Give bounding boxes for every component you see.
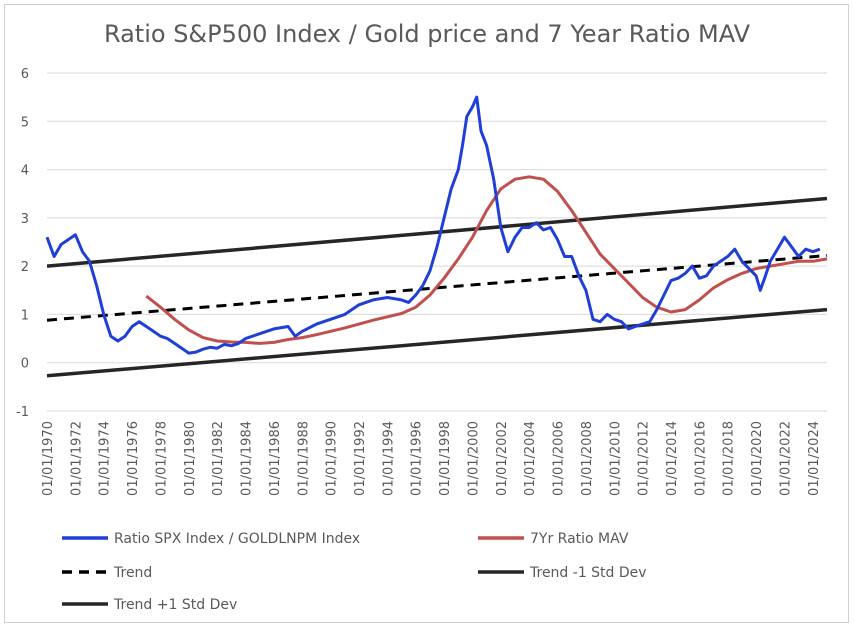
x-tick-label: 01/01/1992	[353, 421, 368, 496]
x-tick-label: 01/01/1994	[381, 421, 396, 496]
x-tick-label: 01/01/2014	[665, 421, 680, 496]
x-tick-label: 01/01/2020	[750, 421, 765, 496]
x-tick-label: 01/01/2006	[552, 421, 567, 496]
series-line-3	[46, 307, 828, 378]
x-tick-label: 01/01/1990	[325, 421, 340, 496]
x-tick-label: 01/01/1972	[69, 421, 84, 496]
x-tick-label: 01/01/1998	[438, 421, 453, 496]
x-tick-label: 01/01/1996	[410, 421, 425, 496]
y-tick-label: 2	[21, 260, 29, 275]
x-tick-label: 01/01/2000	[466, 421, 481, 496]
y-tick-label: 0	[21, 357, 29, 372]
legend-label: Ratio SPX Index / GOLDLNPM Index	[114, 531, 360, 547]
y-tick-label: 1	[21, 308, 29, 323]
legend-label: Trend +1 Std Dev	[113, 597, 237, 613]
y-tick-label: 3	[21, 212, 29, 227]
y-tick-label: 5	[21, 115, 29, 130]
series-line-1	[145, 175, 828, 345]
x-tick-label: 01/01/2022	[778, 421, 793, 496]
chart-frame	[4, 4, 849, 623]
y-tick-label: 4	[21, 164, 29, 179]
x-tick-label: 01/01/2012	[637, 421, 652, 496]
x-tick-label: 01/01/1974	[98, 421, 113, 496]
x-tick-label: 01/01/2016	[693, 421, 708, 496]
y-tick-label: 6	[21, 67, 29, 82]
x-tick-label: 01/01/1970	[41, 421, 56, 496]
legend-label: Trend	[113, 565, 152, 581]
legend-label: 7Yr Ratio MAV	[530, 531, 629, 547]
chart-title: Ratio S&P500 Index / Gold price and 7 Ye…	[103, 20, 751, 48]
x-tick-label: 01/01/1976	[126, 421, 141, 496]
x-tick-label: 01/01/1978	[154, 421, 169, 496]
series-line-0	[45, 95, 821, 355]
x-tick-label: 01/01/1988	[296, 421, 311, 496]
x-tick-label: 01/01/1982	[211, 421, 226, 496]
x-tick-label: 01/01/1984	[240, 421, 255, 496]
x-tick-label: 01/01/2010	[608, 421, 623, 496]
legend-label: Trend -1 Std Dev	[529, 565, 647, 581]
x-tick-label: 01/01/1980	[183, 421, 198, 496]
series-line-4	[46, 196, 828, 268]
x-tick-label: 01/01/1986	[268, 421, 283, 496]
x-tick-label: 01/01/2004	[523, 421, 538, 496]
x-tick-label: 01/01/2002	[495, 421, 510, 496]
x-tick-label: 01/01/2008	[580, 421, 595, 496]
x-tick-label: 01/01/2018	[722, 421, 737, 496]
y-tick-label: -1	[16, 405, 29, 420]
x-tick-label: 01/01/2024	[807, 421, 822, 496]
